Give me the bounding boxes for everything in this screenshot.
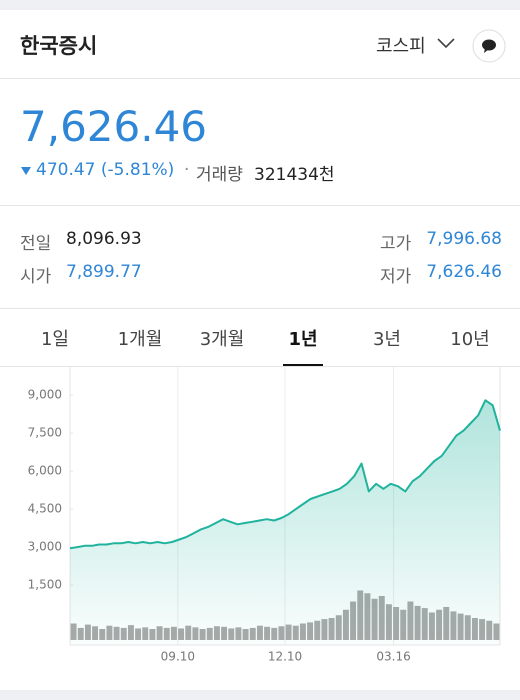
period-tab[interactable]: 1일: [40, 329, 69, 350]
stat-value: 7,626.46: [426, 262, 502, 282]
stat-value: 8,096.93: [66, 229, 142, 249]
price-area: [70, 400, 500, 645]
bottom-strip: [0, 690, 520, 700]
y-tick-label: 6,000: [28, 464, 62, 478]
divider: [0, 366, 520, 367]
period-tab[interactable]: 10년: [450, 329, 490, 350]
separator: ·: [184, 160, 190, 180]
stat-label: 고가: [380, 234, 412, 254]
chevron-icon[interactable]: [436, 36, 456, 50]
x-tick-label: 03.16: [376, 650, 410, 664]
period-tab[interactable]: 3개월: [199, 329, 245, 350]
volume-value: 321434천: [254, 165, 335, 185]
current-price: 7,626.46: [20, 102, 208, 151]
period-tab[interactable]: 1개월: [117, 329, 163, 350]
y-tick-label: 4,500: [28, 502, 62, 516]
divider: [0, 308, 520, 309]
chart: 09.10 12.10 03.16 1,500 3,000 4,500 6,000 7,500…: [28, 367, 501, 664]
y-tick-label: 7,500: [28, 426, 62, 440]
price-change: 470.47 (-5.81%): [36, 160, 175, 180]
status-strip: [0, 0, 520, 10]
down-arrow: [21, 167, 31, 175]
y-tick-label: 3,000: [28, 540, 62, 554]
stat-label: 시가: [20, 267, 52, 287]
stat-value: 7,899.77: [66, 262, 142, 282]
x-tick-label: 09.10: [161, 650, 195, 664]
y-tick-label: 9,000: [28, 388, 62, 402]
x-tick-label: 12.10: [268, 650, 302, 664]
period-tab[interactable]: 3년: [372, 329, 401, 350]
chat-button[interactable]: [472, 29, 506, 63]
stat-label: 저가: [380, 267, 412, 287]
stat-label: 전일: [20, 234, 52, 254]
tab-underline: [283, 364, 323, 366]
market-selector[interactable]: 코스피: [376, 36, 426, 57]
volume-label: 거래량: [196, 165, 243, 185]
price-line: [69, 399, 501, 550]
y-tick-label: 1,500: [28, 578, 62, 592]
divider: [0, 205, 520, 206]
stat-value: 7,996.68: [426, 229, 502, 249]
page-title: 한국증시: [20, 34, 98, 58]
divider: [0, 78, 520, 79]
period-tab[interactable]: 1년: [288, 329, 318, 350]
